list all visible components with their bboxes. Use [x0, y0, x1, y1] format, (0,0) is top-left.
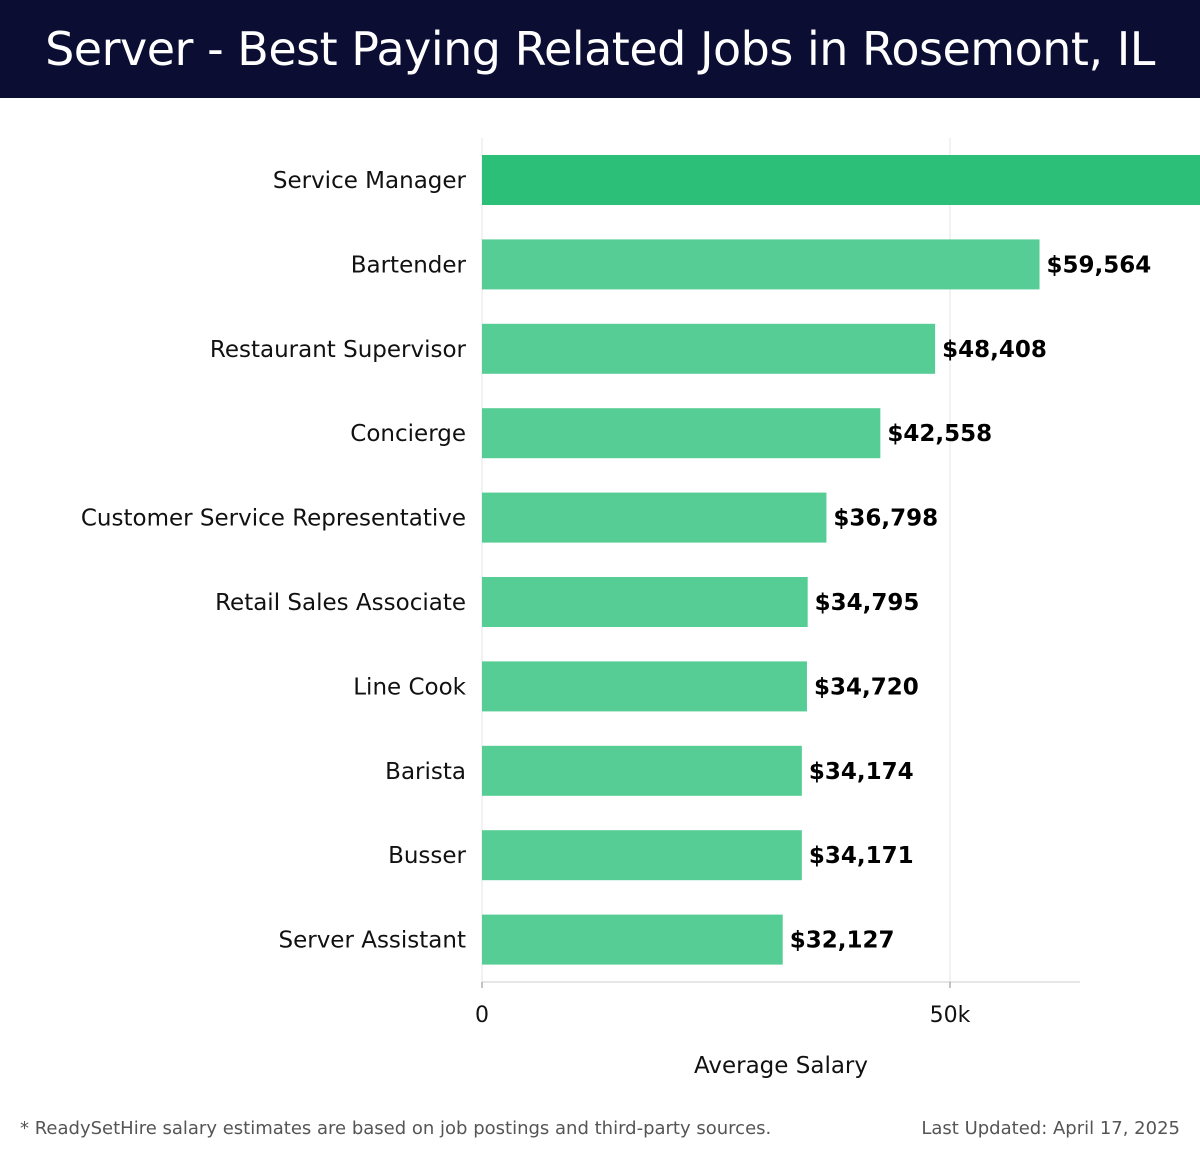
bar — [482, 577, 808, 627]
category-label: Concierge — [350, 421, 466, 447]
bar — [482, 661, 807, 712]
bar-chart: Service Manager$121,320Bartender$59,564R… — [81, 138, 1200, 1079]
x-axis-title: Average Salary — [694, 1053, 868, 1079]
chart-title: Server - Best Paying Related Jobs in Ros… — [45, 22, 1155, 76]
category-label: Line Cook — [353, 674, 466, 700]
category-label: Bartender — [351, 252, 467, 278]
value-label: $32,127 — [790, 928, 895, 954]
value-label: $36,798 — [833, 506, 938, 532]
value-label: $34,174 — [809, 759, 914, 785]
x-tick-label: 0 — [475, 1003, 489, 1028]
category-label: Barista — [385, 759, 466, 785]
chart-header: Server - Best Paying Related Jobs in Ros… — [0, 0, 1200, 98]
bar — [482, 239, 1040, 290]
category-label: Busser — [388, 843, 466, 869]
category-label: Customer Service Representative — [81, 506, 466, 532]
value-label: $42,558 — [887, 421, 992, 447]
value-label: $34,795 — [815, 590, 920, 616]
category-label: Restaurant Supervisor — [210, 337, 467, 363]
category-label: Retail Sales Associate — [215, 590, 466, 616]
category-label: Service Manager — [273, 168, 467, 194]
bar — [482, 155, 1200, 205]
bar — [482, 830, 802, 881]
last-updated: Last Updated: April 17, 2025 — [921, 1118, 1180, 1139]
value-label: $34,171 — [809, 843, 914, 869]
value-label: $34,720 — [814, 674, 919, 700]
bar — [482, 745, 802, 796]
value-label: $59,564 — [1047, 252, 1152, 278]
bar — [482, 323, 936, 374]
footnote: * ReadySetHire salary estimates are base… — [20, 1118, 772, 1139]
bar — [482, 492, 827, 543]
bar — [482, 914, 783, 965]
category-label: Server Assistant — [278, 928, 466, 954]
bar — [482, 408, 881, 459]
x-tick-label: 50k — [930, 1003, 971, 1028]
value-label: $48,408 — [942, 337, 1047, 363]
